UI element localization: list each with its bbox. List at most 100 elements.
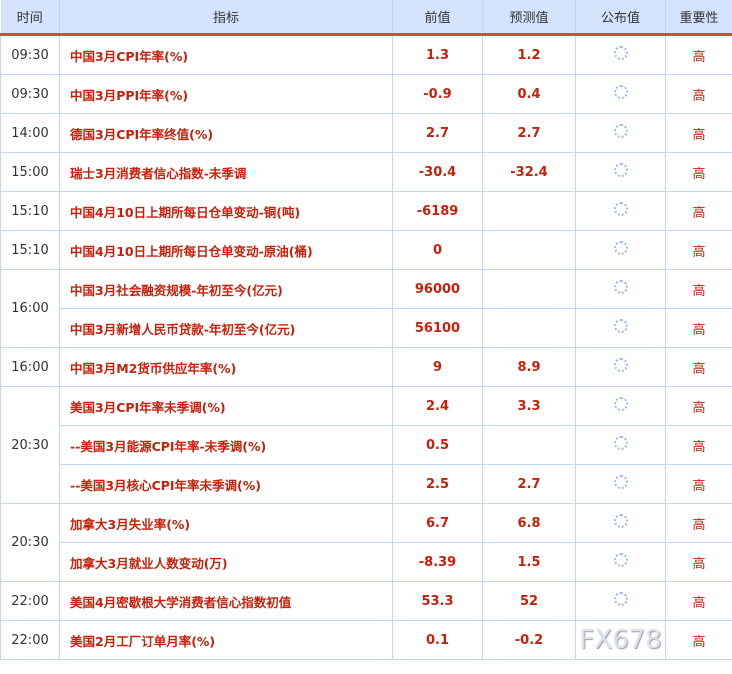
previous-cell: -0.9 (392, 74, 483, 114)
actual-cell (575, 230, 666, 270)
actual-cell (575, 347, 666, 387)
indicator-cell: 中国3月CPI年率(%) (59, 34, 393, 75)
indicator-cell: 中国3月M2货币供应年率(%) (59, 347, 393, 387)
time-cell: 09:30 (0, 74, 60, 114)
importance-cell: 高 (665, 347, 732, 387)
spinner-icon (613, 436, 628, 450)
forecast-cell (482, 230, 576, 270)
spinner-icon (613, 163, 628, 177)
actual-cell (575, 74, 666, 114)
forecast-cell: 6.8 (482, 503, 576, 543)
spinner-icon (613, 85, 628, 99)
importance-cell: 高 (665, 269, 732, 309)
indicator-cell: 中国3月PPI年率(%) (59, 74, 393, 114)
spinner-icon (613, 202, 628, 216)
importance-cell: 高 (665, 542, 732, 582)
table-row[interactable]: 加拿大3月就业人数变动(万) -8.39 1.5 高 (1, 542, 732, 582)
spinner-icon (613, 358, 628, 372)
spinner-icon (613, 124, 628, 138)
previous-cell: 56100 (392, 308, 483, 348)
table-row[interactable]: 16:00 中国3月社会融资规模-年初至今(亿元) 96000 高 (0, 269, 732, 348)
table-row[interactable]: 22:00 美国4月密歇根大学消费者信心指数初值 53.3 52 高 (0, 581, 732, 621)
time-cell: 22:00 (0, 581, 60, 621)
table-row[interactable]: 20:30 加拿大3月失业率(%) 6.7 6.8 高 (0, 503, 732, 582)
actual-cell (575, 581, 666, 621)
forecast-cell: 0.4 (482, 74, 576, 114)
time-cell: 16:00 (0, 269, 60, 348)
spinner-icon (613, 553, 628, 567)
actual-cell (575, 425, 666, 465)
importance-cell: 高 (665, 386, 732, 426)
forecast-cell: -32.4 (482, 152, 576, 192)
indicator-cell: 中国3月社会融资规模-年初至今(亿元) (59, 269, 393, 309)
indicator-cell: 美国4月密歇根大学消费者信心指数初值 (59, 581, 393, 621)
importance-cell: 高 (665, 464, 732, 504)
spinner-icon (613, 46, 628, 60)
indicator-cell: 中国4月10日上期所每日仓单变动-原油(桶) (59, 230, 393, 270)
time-cell: 14:00 (0, 113, 60, 153)
time-cell: 20:30 (0, 386, 60, 504)
previous-cell: 96000 (392, 269, 483, 309)
forecast-cell: 1.2 (482, 34, 576, 75)
importance-cell: 高 (665, 113, 732, 153)
calendar-table: 时间 指标 前值 预测值 公布值 重要性 09:30 中国3月CPI年率(%) 1.3 1.2 高… (0, 0, 732, 660)
forecast-cell (482, 425, 576, 465)
time-cell: 22:00 (0, 620, 60, 660)
table-row[interactable]: 14:00 德国3月CPI年率终值(%) 2.7 2.7 高 (0, 113, 732, 153)
previous-cell: 0.5 (392, 425, 483, 465)
time-cell: 15:10 (0, 191, 60, 231)
actual-cell: FX678 (575, 620, 666, 660)
table-row[interactable]: 15:00 瑞士3月消费者信心指数-未季调 -30.4 -32.4 高 (0, 152, 732, 192)
time-cell: 16:00 (0, 347, 60, 387)
table-row[interactable]: --美国3月核心CPI年率未季调(%) 2.5 2.7 高 (1, 464, 732, 504)
actual-cell (575, 542, 666, 582)
spinner-icon (613, 397, 628, 411)
table-row[interactable]: 15:10 中国4月10日上期所每日仓单变动-原油(桶) 0 高 (0, 230, 732, 270)
indicator-cell: 美国3月CPI年率未季调(%) (59, 386, 393, 426)
spinner-icon (613, 475, 628, 489)
importance-cell: 高 (665, 620, 732, 660)
forecast-cell: 2.7 (482, 464, 576, 504)
header-forecast: 预测值 (482, 0, 576, 36)
previous-cell: 0.1 (392, 620, 483, 660)
table-row[interactable]: --美国3月能源CPI年率-未季调(%) 0.5 高 (1, 425, 732, 465)
indicator-cell: 中国3月新增人民币贷款-年初至今(亿元) (59, 308, 393, 348)
previous-cell: 6.7 (392, 503, 483, 543)
indicator-cell: --美国3月能源CPI年率-未季调(%) (59, 425, 393, 465)
time-cell: 15:10 (0, 230, 60, 270)
header-time: 时间 (0, 0, 60, 36)
previous-cell: 2.4 (392, 386, 483, 426)
previous-cell: 0 (392, 230, 483, 270)
table-row[interactable]: 09:30 中国3月PPI年率(%) -0.9 0.4 高 (0, 74, 732, 114)
table-row[interactable]: 15:10 中国4月10日上期所每日仓单变动-铜(吨) -6189 高 (0, 191, 732, 231)
actual-cell (575, 503, 666, 543)
header-row: 时间 指标 前值 预测值 公布值 重要性 (0, 0, 732, 36)
spinner-icon (613, 319, 628, 333)
time-cell: 15:00 (0, 152, 60, 192)
previous-cell: -8.39 (392, 542, 483, 582)
spinner-icon (613, 514, 628, 528)
table-row[interactable]: 中国3月新增人民币贷款-年初至今(亿元) 56100 高 (1, 308, 732, 348)
forecast-cell: 8.9 (482, 347, 576, 387)
importance-cell: 高 (665, 503, 732, 543)
forecast-cell: 3.3 (482, 386, 576, 426)
table-row[interactable]: 20:30 美国3月CPI年率未季调(%) 2.4 3.3 高 (0, 386, 732, 504)
forecast-cell: 52 (482, 581, 576, 621)
header-importance: 重要性 (665, 0, 732, 36)
importance-cell: 高 (665, 230, 732, 270)
header-previous: 前值 (392, 0, 483, 36)
table-row[interactable]: 22:00 美国2月工厂订单月率(%) 0.1 -0.2 FX678 高 (0, 620, 732, 660)
time-cell: 20:30 (0, 503, 60, 582)
importance-cell: 高 (665, 191, 732, 231)
actual-cell (575, 464, 666, 504)
previous-cell: -30.4 (392, 152, 483, 192)
previous-cell: 1.3 (392, 34, 483, 75)
indicator-cell: 加拿大3月失业率(%) (59, 503, 393, 543)
actual-cell (575, 269, 666, 309)
previous-cell: -6189 (392, 191, 483, 231)
table-row[interactable]: 16:00 中国3月M2货币供应年率(%) 9 8.9 高 (0, 347, 732, 387)
table-row[interactable]: 09:30 中国3月CPI年率(%) 1.3 1.2 高 (0, 34, 732, 75)
previous-cell: 53.3 (392, 581, 483, 621)
indicator-cell: 美国2月工厂订单月率(%) (59, 620, 393, 660)
indicator-cell: 德国3月CPI年率终值(%) (59, 113, 393, 153)
